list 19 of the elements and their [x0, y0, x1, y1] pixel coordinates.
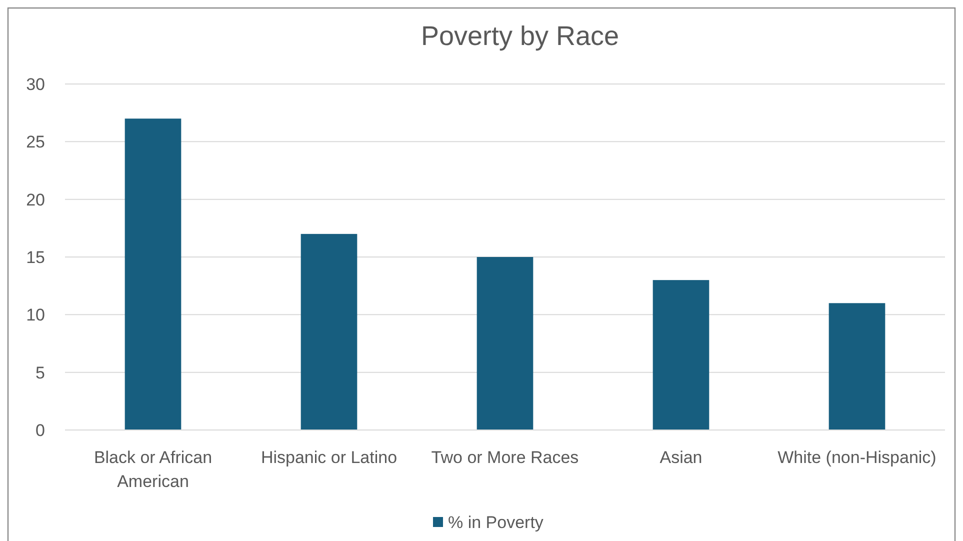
x-tick-label: Black or African American — [94, 448, 212, 491]
y-tick-label: 20 — [26, 190, 45, 210]
x-tick-label: Asian — [660, 448, 702, 467]
legend-label: % in Poverty — [448, 513, 544, 532]
x-tick-label: Hispanic or Latino — [260, 448, 398, 467]
bar — [828, 303, 886, 430]
bar — [124, 118, 182, 430]
y-tick-label: 5 — [36, 363, 45, 382]
y-tick-label: 30 — [26, 74, 45, 94]
y-tick-label: 15 — [26, 248, 45, 267]
bar — [652, 280, 710, 430]
x-tick-label: Two or More Races — [431, 448, 579, 467]
bar — [476, 257, 534, 430]
chart-title: Poverty by Race — [420, 21, 620, 51]
x-tick-label: White (non-Hispanic) — [778, 448, 936, 467]
y-tick-label: 25 — [26, 132, 45, 152]
bar — [300, 234, 358, 430]
y-tick-label: 10 — [26, 306, 45, 325]
y-tick-label: 0 — [36, 420, 45, 440]
